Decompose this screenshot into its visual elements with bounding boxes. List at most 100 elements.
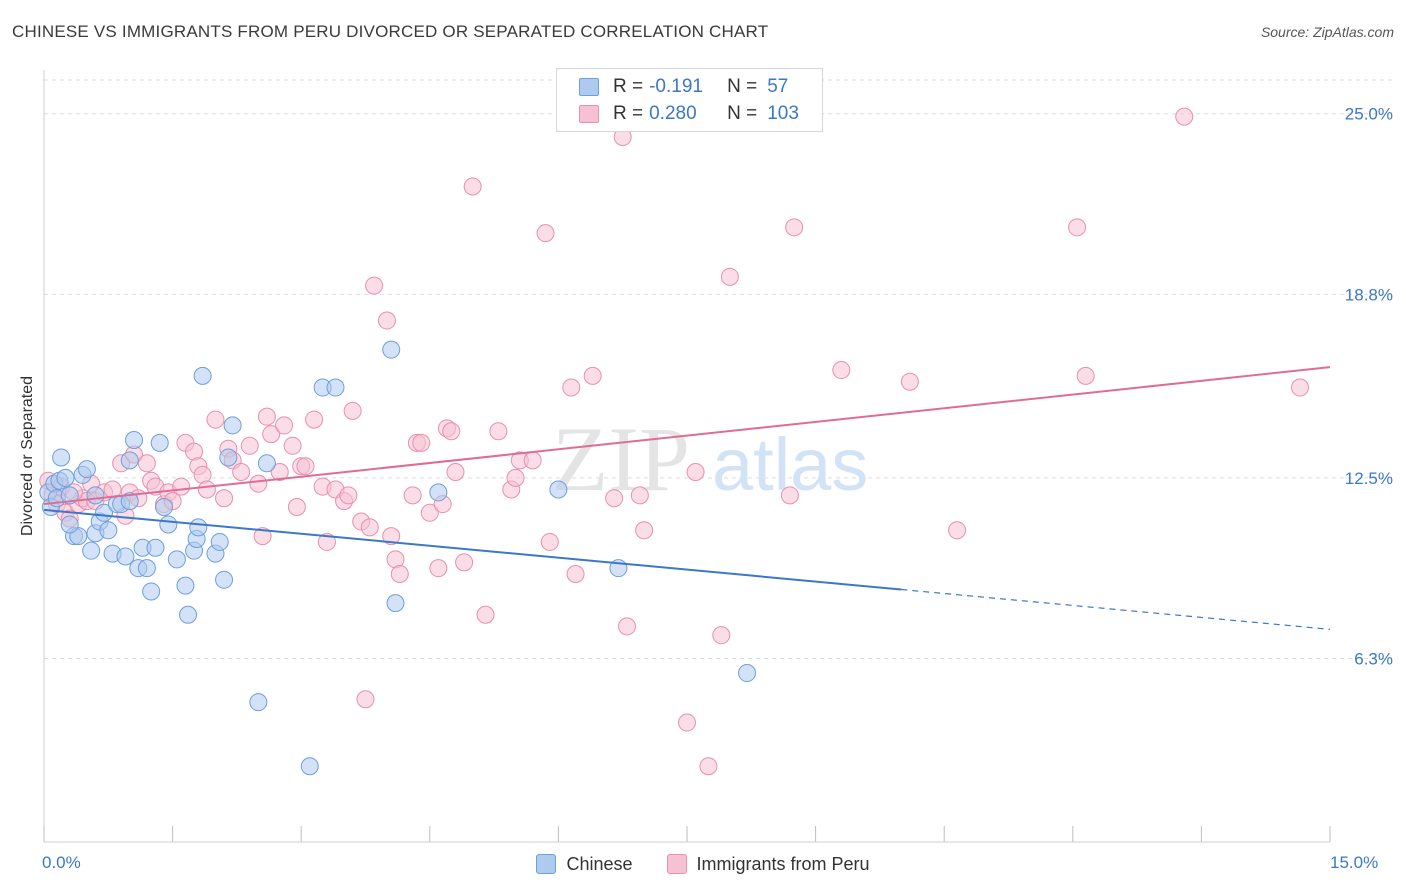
legend-item-peru[interactable]: Immigrants from Peru — [666, 853, 870, 875]
chinese-point — [82, 541, 101, 560]
chinese-trend-line — [43, 508, 902, 591]
legend-item-chinese[interactable]: Chinese — [536, 854, 633, 875]
peru-point — [275, 416, 294, 435]
peru-point — [305, 410, 324, 429]
chinese-point — [99, 521, 118, 540]
source-label: Source: ZipAtlas.com — [1260, 24, 1394, 40]
chinese-point — [386, 594, 405, 613]
chinese-point — [179, 605, 198, 624]
chinese-point — [95, 503, 114, 522]
peru-point — [377, 311, 396, 330]
peru-point — [562, 378, 581, 397]
peru-point — [712, 626, 731, 645]
peru-point — [686, 463, 705, 482]
peru-point — [442, 422, 461, 441]
chinese-point — [125, 430, 144, 449]
peru-point — [412, 433, 431, 452]
peru-trend-line — [43, 366, 1331, 506]
trend-lines — [43, 366, 1331, 630]
peru-point — [1076, 366, 1095, 385]
chinese-point — [167, 550, 186, 569]
chinese-point — [326, 378, 345, 397]
peru-point — [262, 425, 281, 444]
peru-point — [253, 527, 272, 546]
peru-point — [240, 436, 259, 455]
legend-n-label: N = — [727, 103, 758, 124]
legend-n-value: 103 — [767, 103, 799, 124]
peru-point — [232, 463, 251, 482]
peru-point — [356, 690, 375, 709]
chinese-point — [52, 448, 71, 467]
peru-point — [137, 454, 156, 473]
peru-point — [1068, 218, 1087, 237]
chinese-point — [189, 518, 208, 537]
peru-point — [785, 218, 804, 237]
chinese-trend-extension — [901, 588, 1331, 630]
peru-point — [172, 477, 191, 496]
peru-point — [339, 486, 358, 505]
y-tick-label: 25.0% — [1345, 105, 1393, 124]
legend-row-chinese: R = -0.191 N = 57 — [579, 75, 788, 99]
peru-point — [382, 527, 401, 546]
peru-point — [566, 564, 585, 583]
peru-point — [429, 559, 448, 578]
peru-point — [780, 486, 799, 505]
chinese-point — [137, 559, 156, 578]
peru-point — [635, 521, 654, 540]
peru-point — [832, 361, 851, 380]
peru-point — [699, 757, 718, 776]
peru-point — [287, 497, 306, 516]
peru-point — [506, 468, 525, 487]
chinese-point — [176, 576, 195, 595]
correlation-legend: R = -0.191 N = 57 R = 0.280 N = 103 — [556, 68, 823, 132]
legend-r-label: R = — [613, 103, 644, 124]
y-tick-label: 6.3% — [1354, 649, 1393, 668]
legend-r-value: 0.280 — [649, 103, 697, 124]
peru-point — [206, 410, 225, 429]
chinese-point — [219, 448, 238, 467]
peru-point — [489, 422, 508, 441]
peru-point — [540, 532, 559, 551]
chinese-point — [382, 340, 401, 359]
peru-point — [948, 521, 967, 540]
peru-point — [317, 532, 336, 551]
chinese-point — [77, 460, 96, 479]
chinese-point — [300, 757, 319, 776]
chinese-point — [223, 416, 242, 435]
chinese-point — [249, 693, 268, 712]
y-tick-label: 18.8% — [1345, 285, 1393, 304]
peru-point — [403, 486, 422, 505]
chinese-point — [146, 538, 165, 557]
peru-point — [583, 366, 602, 385]
peru-point — [476, 605, 495, 624]
peru-point — [283, 436, 302, 455]
legend-n-label: N = — [727, 76, 758, 97]
chinese-point — [60, 515, 79, 534]
peru-point — [720, 267, 739, 286]
peru-point — [215, 489, 234, 508]
legend-r-value: -0.191 — [649, 76, 703, 97]
x-axis-max-label: 15.0% — [1330, 853, 1379, 872]
peru-point — [678, 713, 696, 732]
chinese-point — [86, 486, 105, 505]
peru-point — [617, 617, 636, 636]
chinese-point — [56, 468, 75, 487]
chinese-point — [429, 483, 448, 502]
peru-point — [536, 224, 555, 243]
legend-label-peru: Immigrants from Peru — [696, 853, 870, 874]
peru-point — [1175, 107, 1194, 126]
chinese-point — [120, 492, 139, 511]
peru-point — [360, 518, 379, 537]
peru-point — [463, 177, 482, 196]
peru-point — [257, 407, 276, 426]
y-tick-label: 12.5% — [1345, 469, 1393, 488]
chinese-point — [738, 664, 757, 683]
chinese-legend-swatch — [536, 854, 557, 874]
chinese-point — [142, 582, 161, 601]
chinese-points — [39, 340, 757, 776]
chinese-swatch — [579, 78, 599, 96]
chinese-point — [549, 480, 568, 499]
legend-n-value: 57 — [767, 76, 789, 97]
watermark: ZIP atlas — [552, 408, 868, 510]
